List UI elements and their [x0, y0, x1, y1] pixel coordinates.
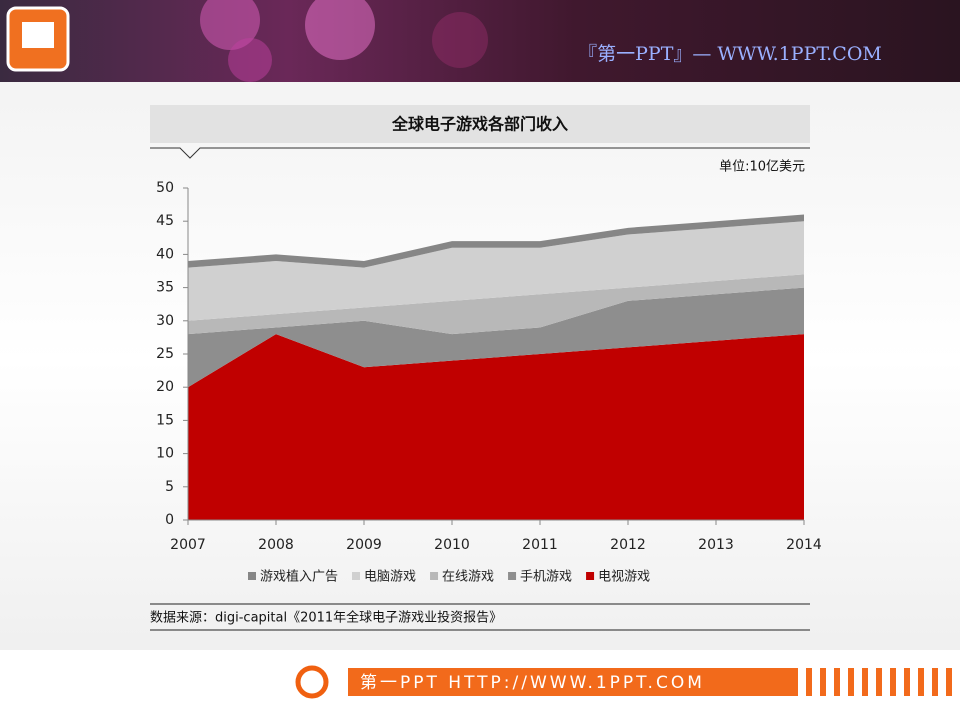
header-band: [0, 0, 960, 82]
bokeh: [200, 0, 260, 50]
x-tick-label: 2009: [346, 537, 382, 553]
unit-label: 单位:10亿美元: [719, 160, 805, 175]
legend-swatch: [508, 572, 517, 580]
bokeh: [305, 0, 375, 60]
y-tick-label: 50: [156, 180, 174, 196]
legend-label: 电视游戏: [598, 570, 650, 585]
x-tick-label: 2007: [170, 537, 206, 553]
y-tick-label: 15: [156, 412, 174, 428]
x-tick-label: 2010: [434, 537, 470, 553]
x-tick-label: 2013: [698, 537, 734, 553]
x-tick-label: 2012: [610, 537, 646, 553]
brand: 『第一PPT』— WWW.1PPT.COM: [578, 43, 882, 65]
legend-swatch: [352, 572, 361, 580]
y-tick-label: 40: [156, 246, 174, 262]
bokeh: [228, 38, 272, 82]
area: [188, 287, 804, 388]
y-tick-label: 20: [156, 379, 174, 395]
chart-title: 全球电子游戏各部门收入: [391, 115, 568, 134]
legend-label: 在线游戏: [442, 570, 494, 585]
legend-swatch: [248, 572, 256, 580]
y-tick-label: 45: [156, 213, 174, 229]
footer-logo: [295, 665, 329, 699]
y-tick-label: 5: [165, 479, 174, 495]
title-bar: [150, 105, 810, 143]
x-tick-label: 2008: [258, 537, 294, 553]
y-tick-label: 10: [156, 446, 174, 462]
legend-label: 手机游戏: [520, 570, 572, 585]
area: [188, 334, 804, 520]
y-tick-label: 30: [156, 313, 174, 329]
x-tick-label: 2011: [522, 537, 558, 553]
area: [188, 221, 804, 321]
x-tick-label: 2014: [786, 537, 822, 553]
bokeh: [432, 12, 488, 68]
icon-glyph: [22, 22, 54, 48]
footer-bar: [348, 668, 798, 696]
y-tick-label: 25: [156, 346, 174, 362]
legend-label: 游戏植入广告: [260, 570, 338, 585]
title-rule: [150, 147, 810, 159]
footer-stripes: [806, 668, 952, 696]
area: [188, 214, 804, 268]
y-tick-label: 0: [165, 512, 174, 528]
area: [188, 274, 804, 335]
y-tick-label: 35: [156, 280, 174, 296]
source: 数据来源：digi-capital《2011年全球电子游戏业投资报告》: [150, 610, 502, 626]
legend-swatch: [430, 572, 439, 580]
footer-text: 第一PPT HTTP://WWW.1PPT.COM: [360, 673, 705, 693]
legend-label: 电脑游戏: [364, 570, 416, 585]
legend-swatch: [586, 572, 595, 580]
